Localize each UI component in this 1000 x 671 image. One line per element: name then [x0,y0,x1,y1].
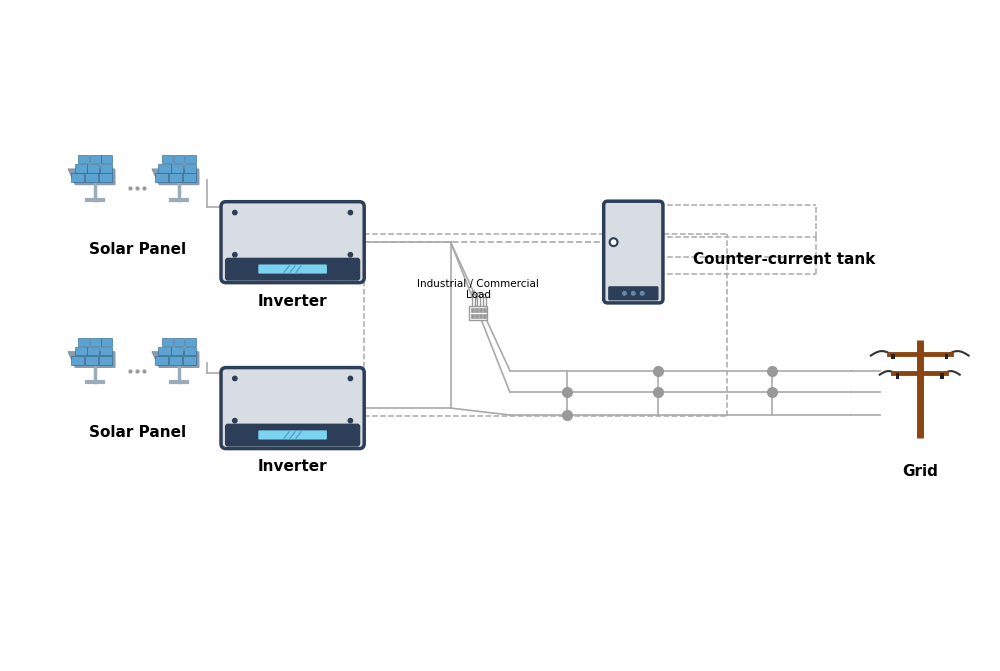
Polygon shape [152,352,199,367]
Bar [169,356,182,364]
Bar [100,347,112,356]
Bar [471,314,474,318]
Bar [171,164,183,172]
Bar [896,373,899,378]
FancyBboxPatch shape [221,368,364,449]
FancyBboxPatch shape [608,287,659,301]
Bar [185,338,196,346]
Bar [78,338,89,346]
Bar [155,356,168,364]
FancyBboxPatch shape [225,258,360,280]
Bar [87,164,99,172]
Circle shape [640,292,644,295]
Text: Counter-current tank: Counter-current tank [693,252,875,268]
FancyBboxPatch shape [225,423,360,447]
Bar [169,173,182,182]
Bar [162,155,173,164]
Bar [99,356,112,364]
Text: Solar Panel: Solar Panel [89,242,186,257]
Bar [85,173,98,182]
Bar [174,338,184,346]
Bar [475,314,478,318]
Bar [891,354,895,359]
Circle shape [233,211,237,215]
Circle shape [348,376,353,380]
Text: Solar Panel: Solar Panel [89,425,186,440]
Polygon shape [152,169,199,185]
Bar [174,155,184,164]
Bar [483,297,486,307]
Bar [162,338,173,346]
Bar [155,173,168,182]
Bar [479,314,482,318]
Circle shape [233,376,237,380]
Bar [85,356,98,364]
FancyBboxPatch shape [221,202,364,282]
FancyBboxPatch shape [604,201,663,303]
FancyBboxPatch shape [258,264,327,274]
Bar [477,296,480,307]
Circle shape [632,292,635,295]
Circle shape [348,419,353,423]
Bar [471,308,474,312]
Bar [185,155,196,164]
Circle shape [623,292,626,295]
Bar [183,356,196,364]
Bar [479,308,482,312]
Bar [158,347,171,356]
Bar [90,155,101,164]
Text: Industrial / Commercial
Load: Industrial / Commercial Load [417,278,539,301]
Bar [940,373,944,378]
Bar [483,308,486,312]
Bar [184,347,196,356]
Text: Inverter: Inverter [258,460,327,474]
Circle shape [233,252,237,257]
Bar [71,356,84,364]
Bar [90,338,101,346]
Bar [87,347,99,356]
Bar [100,164,112,172]
Bar [78,155,89,164]
FancyBboxPatch shape [258,430,327,440]
Bar [101,155,112,164]
Bar [184,164,196,172]
Bar [171,347,183,356]
Circle shape [348,252,353,257]
Text: Inverter: Inverter [258,293,327,309]
Bar [75,164,87,172]
Bar [71,173,84,182]
Bar [183,173,196,182]
Bar [945,354,948,359]
Polygon shape [68,352,115,367]
Bar [469,307,487,319]
Circle shape [233,419,237,423]
Polygon shape [68,169,115,185]
Circle shape [348,211,353,215]
Bar [483,314,486,318]
Text: Grid: Grid [902,464,938,479]
Bar [475,308,478,312]
Bar [158,164,171,172]
Bar [75,347,87,356]
Circle shape [610,238,618,246]
Bar [99,173,112,182]
Bar [101,338,112,346]
Bar [472,294,475,307]
